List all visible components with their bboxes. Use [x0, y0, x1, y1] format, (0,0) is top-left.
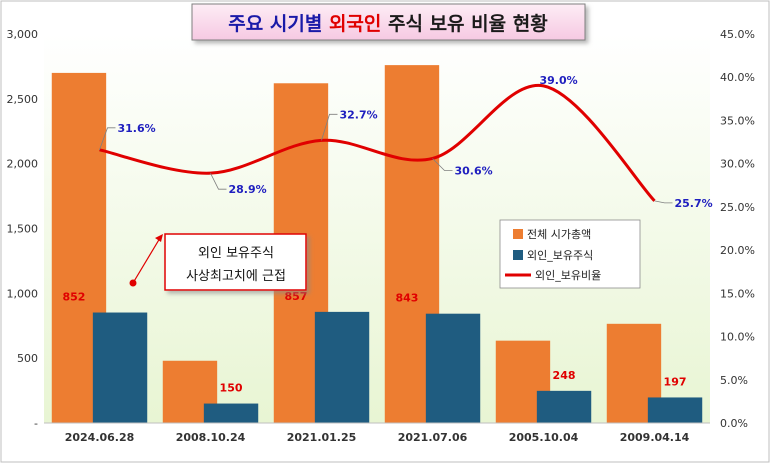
left-tick-label: 2,000	[7, 158, 39, 171]
annotation-box	[164, 233, 307, 291]
line-data-label: 25.7%	[675, 197, 713, 210]
right-tick-label: 0.0%	[720, 417, 748, 430]
left-tick-label: 1,000	[7, 287, 39, 300]
right-tick-label: 5.0%	[720, 374, 748, 387]
bar-data-label: 857	[284, 290, 307, 303]
annotation-line-1: 외인 보유주식	[198, 246, 274, 261]
annotation-line-2: 사상최고치에 근접	[186, 269, 286, 284]
bar-data-label: 248	[553, 369, 576, 382]
chart-title-box: 주요 시기별 외국인 주식 보유 비율 현황	[191, 3, 586, 41]
bar-foreign-holdings	[536, 390, 592, 423]
right-tick-label: 45.0%	[720, 28, 755, 41]
x-axis: 2024.06.28 2008.10.24 2021.01.25 2021.07.06…	[44, 422, 710, 444]
line-data-label: 32.7%	[340, 108, 378, 121]
left-tick-label: 3,000	[7, 28, 39, 41]
bar-data-label: 150	[220, 382, 243, 395]
bar-foreign-holdings	[647, 397, 703, 423]
left-tick-label: 500	[17, 352, 38, 365]
legend-label-ratio: 외인_보유비율	[535, 269, 601, 282]
annotation-arrow-head	[155, 234, 163, 242]
left-tick-label: -	[34, 417, 38, 430]
ratio-line-path	[99, 84, 656, 202]
line-label-leader	[99, 127, 116, 150]
line-label-leader	[654, 200, 673, 204]
left-axis: - 500 1,000 1,500 2,000 2,500 3,000	[7, 28, 39, 430]
bar-foreign-holdings	[314, 311, 370, 423]
right-tick-label: 35.0%	[720, 114, 755, 127]
x-tick-label: 2024.06.28	[65, 431, 135, 444]
line-label-leader	[210, 172, 227, 190]
line-data-label: 39.0%	[540, 74, 578, 87]
bar-data-label: 843	[395, 292, 418, 305]
bar-foreign-holdings	[425, 313, 481, 423]
right-tick-label: 40.0%	[720, 71, 755, 84]
title-part-3: 주식 보유 비율 현황	[381, 12, 548, 35]
x-tick-label: 2021.07.06	[398, 431, 468, 444]
ratio-line	[99, 84, 656, 202]
right-axis: 0.0% 5.0% 10.0% 15.0% 20.0% 25.0% 30.0% 35.0% 40…	[720, 28, 755, 430]
bar-data-label: 197	[664, 375, 687, 388]
legend-swatch-total	[513, 229, 523, 239]
legend-box	[499, 219, 641, 289]
annotation-arrow-line	[132, 237, 161, 284]
right-tick-label: 15.0%	[720, 287, 755, 300]
right-tick-label: 20.0%	[720, 244, 755, 257]
line-label-leader	[432, 158, 453, 171]
x-tick-label: 2021.01.25	[287, 431, 357, 444]
x-tick-label: 2008.10.24	[176, 431, 246, 444]
chart-title: 주요 시기별 외국인 주식 보유 비율 현황	[228, 12, 548, 35]
x-tick-label: 2005.10.04	[509, 431, 579, 444]
legend-swatch-foreign	[513, 250, 523, 260]
line-label-leader	[321, 113, 338, 141]
bar-foreign-holdings	[203, 403, 259, 423]
right-tick-label: 10.0%	[720, 331, 755, 344]
line-data-label: 31.6%	[118, 122, 156, 135]
title-part-1: 주요 시기별	[228, 13, 329, 35]
data-labels: 31.6% 28.9% 32.7% 30.6% 39.0% 25.7% 852 150 857 8…	[62, 74, 712, 395]
x-tick-label: 2009.04.14	[620, 431, 690, 444]
right-tick-label: 30.0%	[720, 158, 755, 171]
bar-data-label: 852	[62, 291, 85, 304]
annotation-dot	[129, 279, 137, 287]
right-tick-label: 25.0%	[720, 201, 755, 214]
legend: 전체 시가총액 외인_보유주식 외인_보유비율	[499, 219, 641, 289]
left-tick-label: 1,500	[7, 223, 39, 236]
legend-label-total: 전체 시가총액	[527, 228, 591, 241]
left-tick-label: 2,500	[7, 93, 39, 106]
line-data-label: 28.9%	[229, 183, 267, 196]
title-part-2: 외국인	[329, 13, 381, 35]
line-data-label: 30.6%	[455, 164, 493, 177]
legend-label-foreign: 외인_보유주식	[527, 249, 593, 262]
bars	[51, 65, 703, 424]
bar-foreign-holdings	[92, 312, 148, 423]
annotation-callout: 외인 보유주식 사상최고치에 근접	[129, 233, 307, 291]
